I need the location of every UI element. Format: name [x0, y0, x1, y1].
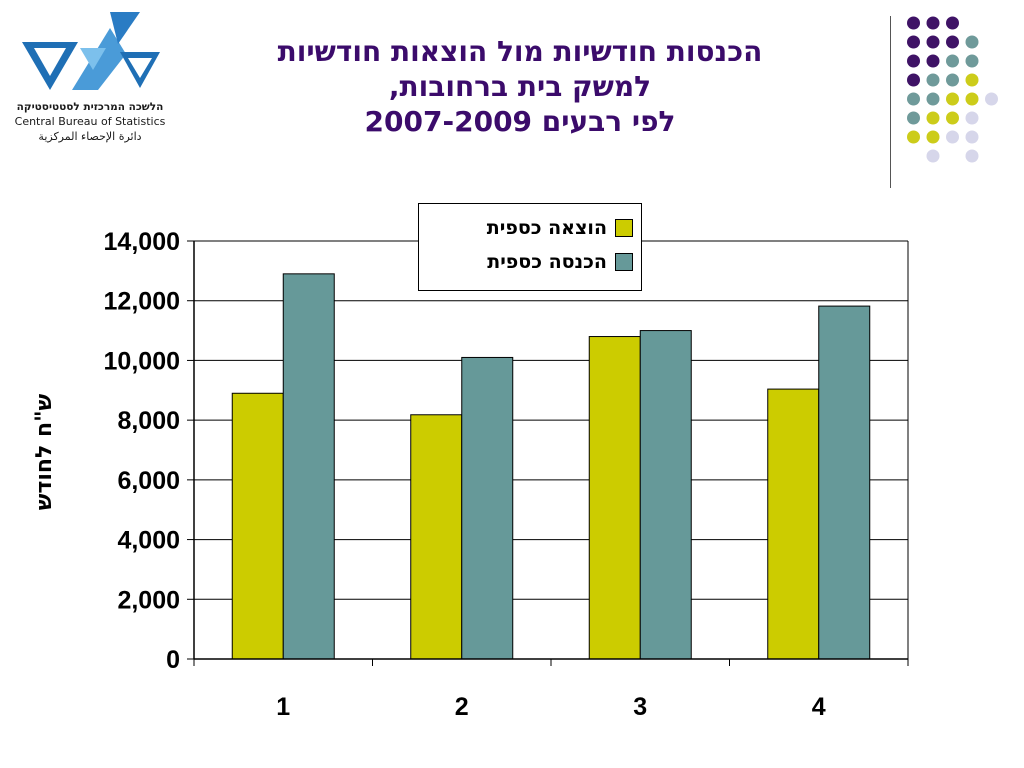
chart-legend: הוצאה כספית הכנסה כספית	[418, 203, 642, 291]
decorative-dot	[926, 130, 940, 144]
decorative-dot	[926, 16, 940, 30]
chart-axes	[187, 240, 909, 666]
x-tick-label: 4	[812, 693, 826, 721]
title-line-2: למשק בית ברחובות,	[388, 70, 652, 103]
title-line-3: לפי רבעים 2007-2009	[364, 105, 676, 138]
legend-swatch-expense	[615, 219, 633, 237]
bar-chart: 02,0004,0006,0008,00010,00012,00014,000 …	[104, 228, 909, 721]
legend-label-expense: הוצאה כספית	[486, 217, 607, 239]
decorative-dot	[907, 16, 920, 30]
y-axis-label: ש"ח לחודש	[32, 393, 57, 511]
decorative-dot	[946, 73, 959, 87]
x-tick-label: 3	[633, 693, 647, 721]
y-tick-label: 10,000	[104, 347, 180, 375]
x-tick-label: 2	[455, 693, 469, 721]
decorative-dot	[946, 130, 959, 144]
y-tick-label: 8,000	[117, 407, 180, 435]
decorative-dot	[965, 35, 979, 49]
decorative-dot	[926, 111, 940, 125]
chart-bars	[231, 273, 871, 660]
legend-item-expense: הוצאה כספית	[487, 216, 633, 240]
decorative-dot	[965, 54, 979, 68]
decorative-dot	[907, 73, 920, 87]
y-tick-label: 0	[166, 646, 180, 674]
decorative-dot	[926, 149, 940, 163]
logo-name-english: Central Bureau of Statistics	[14, 115, 166, 128]
bar-income	[282, 273, 335, 660]
y-tick-label: 4,000	[117, 527, 180, 555]
x-tick-labels: 1 2 3 4	[276, 693, 826, 721]
decorative-dot	[985, 92, 998, 106]
bar-income	[639, 330, 692, 660]
decorative-dot	[946, 54, 959, 68]
y-tick-label: 2,000	[117, 586, 180, 614]
decorative-dot	[965, 149, 979, 163]
decorative-dot	[926, 35, 940, 49]
decorative-dot	[965, 92, 979, 106]
title-line-1: הכנסות חודשיות מול הוצאות חודשיות	[277, 35, 763, 68]
cbs-emblem-icon	[22, 12, 160, 90]
decorative-dot	[907, 130, 920, 144]
legend-label-income: הכנסה כספית	[487, 251, 607, 273]
decorative-dot	[946, 35, 959, 49]
bar-expense	[410, 414, 463, 660]
decorative-dot	[907, 111, 920, 125]
decorative-dot-grid	[907, 16, 998, 163]
cbs-logo: הלשכה המרכזית לסטטיסטיקה Central Bureau …	[10, 8, 170, 158]
decorative-dot	[965, 130, 979, 144]
bar-expense	[231, 392, 284, 660]
decorative-dot	[946, 16, 959, 30]
chart-title: הכנסות חודשיות מול הוצאות חודשיות למשק ב…	[190, 34, 850, 139]
decorative-dot	[926, 73, 940, 87]
decorative-dot	[946, 92, 959, 106]
y-tick-labels: 0 2,000 4,000 6,000 8,000 10,000 12,000 14,000	[104, 228, 180, 674]
decorative-divider	[890, 16, 891, 188]
decorative-dot	[926, 92, 940, 106]
y-tick-label: 6,000	[117, 467, 180, 495]
logo-name-hebrew: הלשכה המרכזית לסטטיסטיקה	[16, 101, 164, 113]
x-tick-label: 1	[276, 693, 290, 721]
y-tick-label: 12,000	[104, 288, 180, 316]
decorative-dot	[907, 92, 920, 106]
decorative-dot	[946, 111, 959, 125]
decorative-dot	[907, 54, 920, 68]
decorative-dot	[965, 111, 979, 125]
bar-income	[818, 305, 871, 660]
decorative-dot	[965, 73, 979, 87]
logo-name-arabic: دائرة الإحصاء المركزية	[38, 130, 142, 143]
y-tick-label: 14,000	[104, 228, 180, 256]
decorative-dot	[926, 54, 940, 68]
bar-income	[461, 356, 514, 660]
legend-item-income: הכנסה כספית	[487, 250, 633, 274]
decorative-dot	[907, 35, 920, 49]
bar-expense	[767, 388, 820, 660]
legend-swatch-income	[615, 253, 633, 271]
bar-expense	[588, 336, 641, 660]
